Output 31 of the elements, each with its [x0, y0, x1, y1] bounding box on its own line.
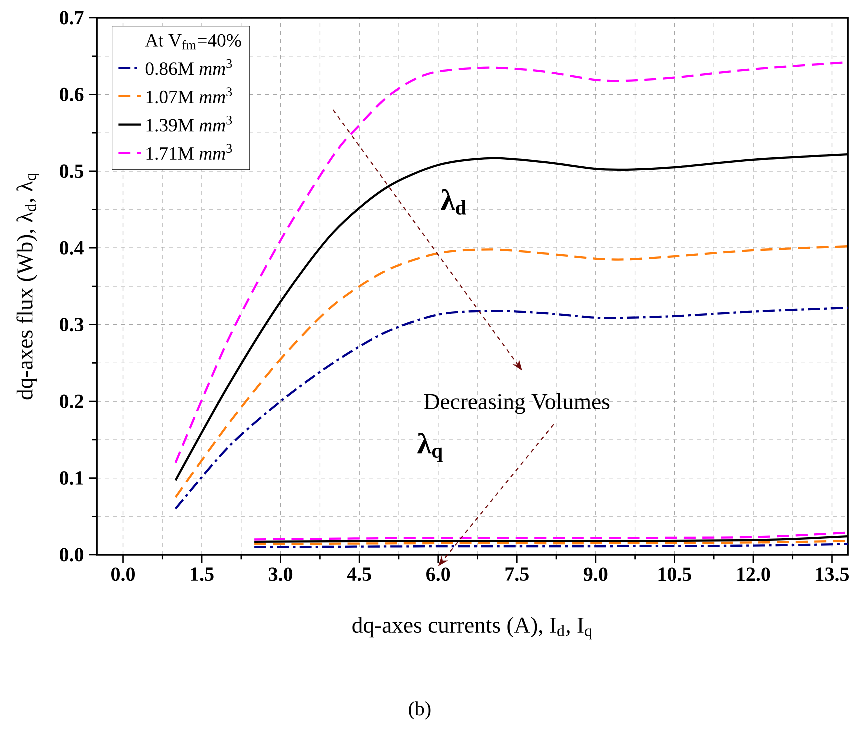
x-tick-label: 10.5 — [658, 568, 692, 582]
line-series — [174, 246, 850, 499]
legend-title: At V$_{fm}$=40% — [145, 34, 242, 50]
y-tick-label: 0.0 — [60, 548, 84, 562]
legend-label: 1.71M mm$^{3}$ — [146, 144, 232, 160]
x-tick-label: 3.0 — [269, 568, 293, 582]
y-tick-label: 0.5 — [60, 164, 84, 178]
y-tick-label: 0.7 — [60, 11, 84, 25]
x-tick-label: 4.5 — [347, 568, 372, 582]
legend-label: 1.07M mm$^{3}$ — [146, 88, 232, 104]
text: (b) — [409, 702, 431, 720]
y-tick-label: 0.3 — [60, 318, 84, 332]
x-tick-label: 6.0 — [426, 568, 450, 582]
y-tick-label: 0.6 — [60, 88, 84, 102]
annotation: λ$_{q}$ — [418, 432, 443, 462]
x-tick-label: 7.5 — [506, 568, 529, 582]
y-axis-title: dq-axes flux (Wb), λ$_{d}$, λ$_{q}$ — [16, 173, 40, 400]
x-tick-label: 0.0 — [112, 568, 136, 582]
annotation: Decreasing Volumes — [424, 394, 610, 414]
legend-label: 0.86M mm$^{3}$ — [146, 59, 232, 76]
annotation: λ$_{d}$ — [441, 189, 466, 215]
x-tick-label: 1.5 — [191, 568, 214, 582]
y-tick-label: 0.1 — [60, 471, 84, 486]
y-tick-label: 0.2 — [60, 394, 84, 408]
x-axis-title: dq-axes currents (A), I$_{d}$, I$_{q}$ — [352, 617, 592, 640]
x-tick-label: 12.0 — [738, 568, 770, 582]
y-tick-label: 0.4 — [60, 241, 84, 255]
x-tick-label: 9.0 — [584, 568, 608, 582]
line-series — [174, 306, 850, 510]
x-tick-label: 13.5 — [816, 568, 850, 582]
legend-label: 1.39M mm$^{3}$ — [146, 116, 232, 132]
